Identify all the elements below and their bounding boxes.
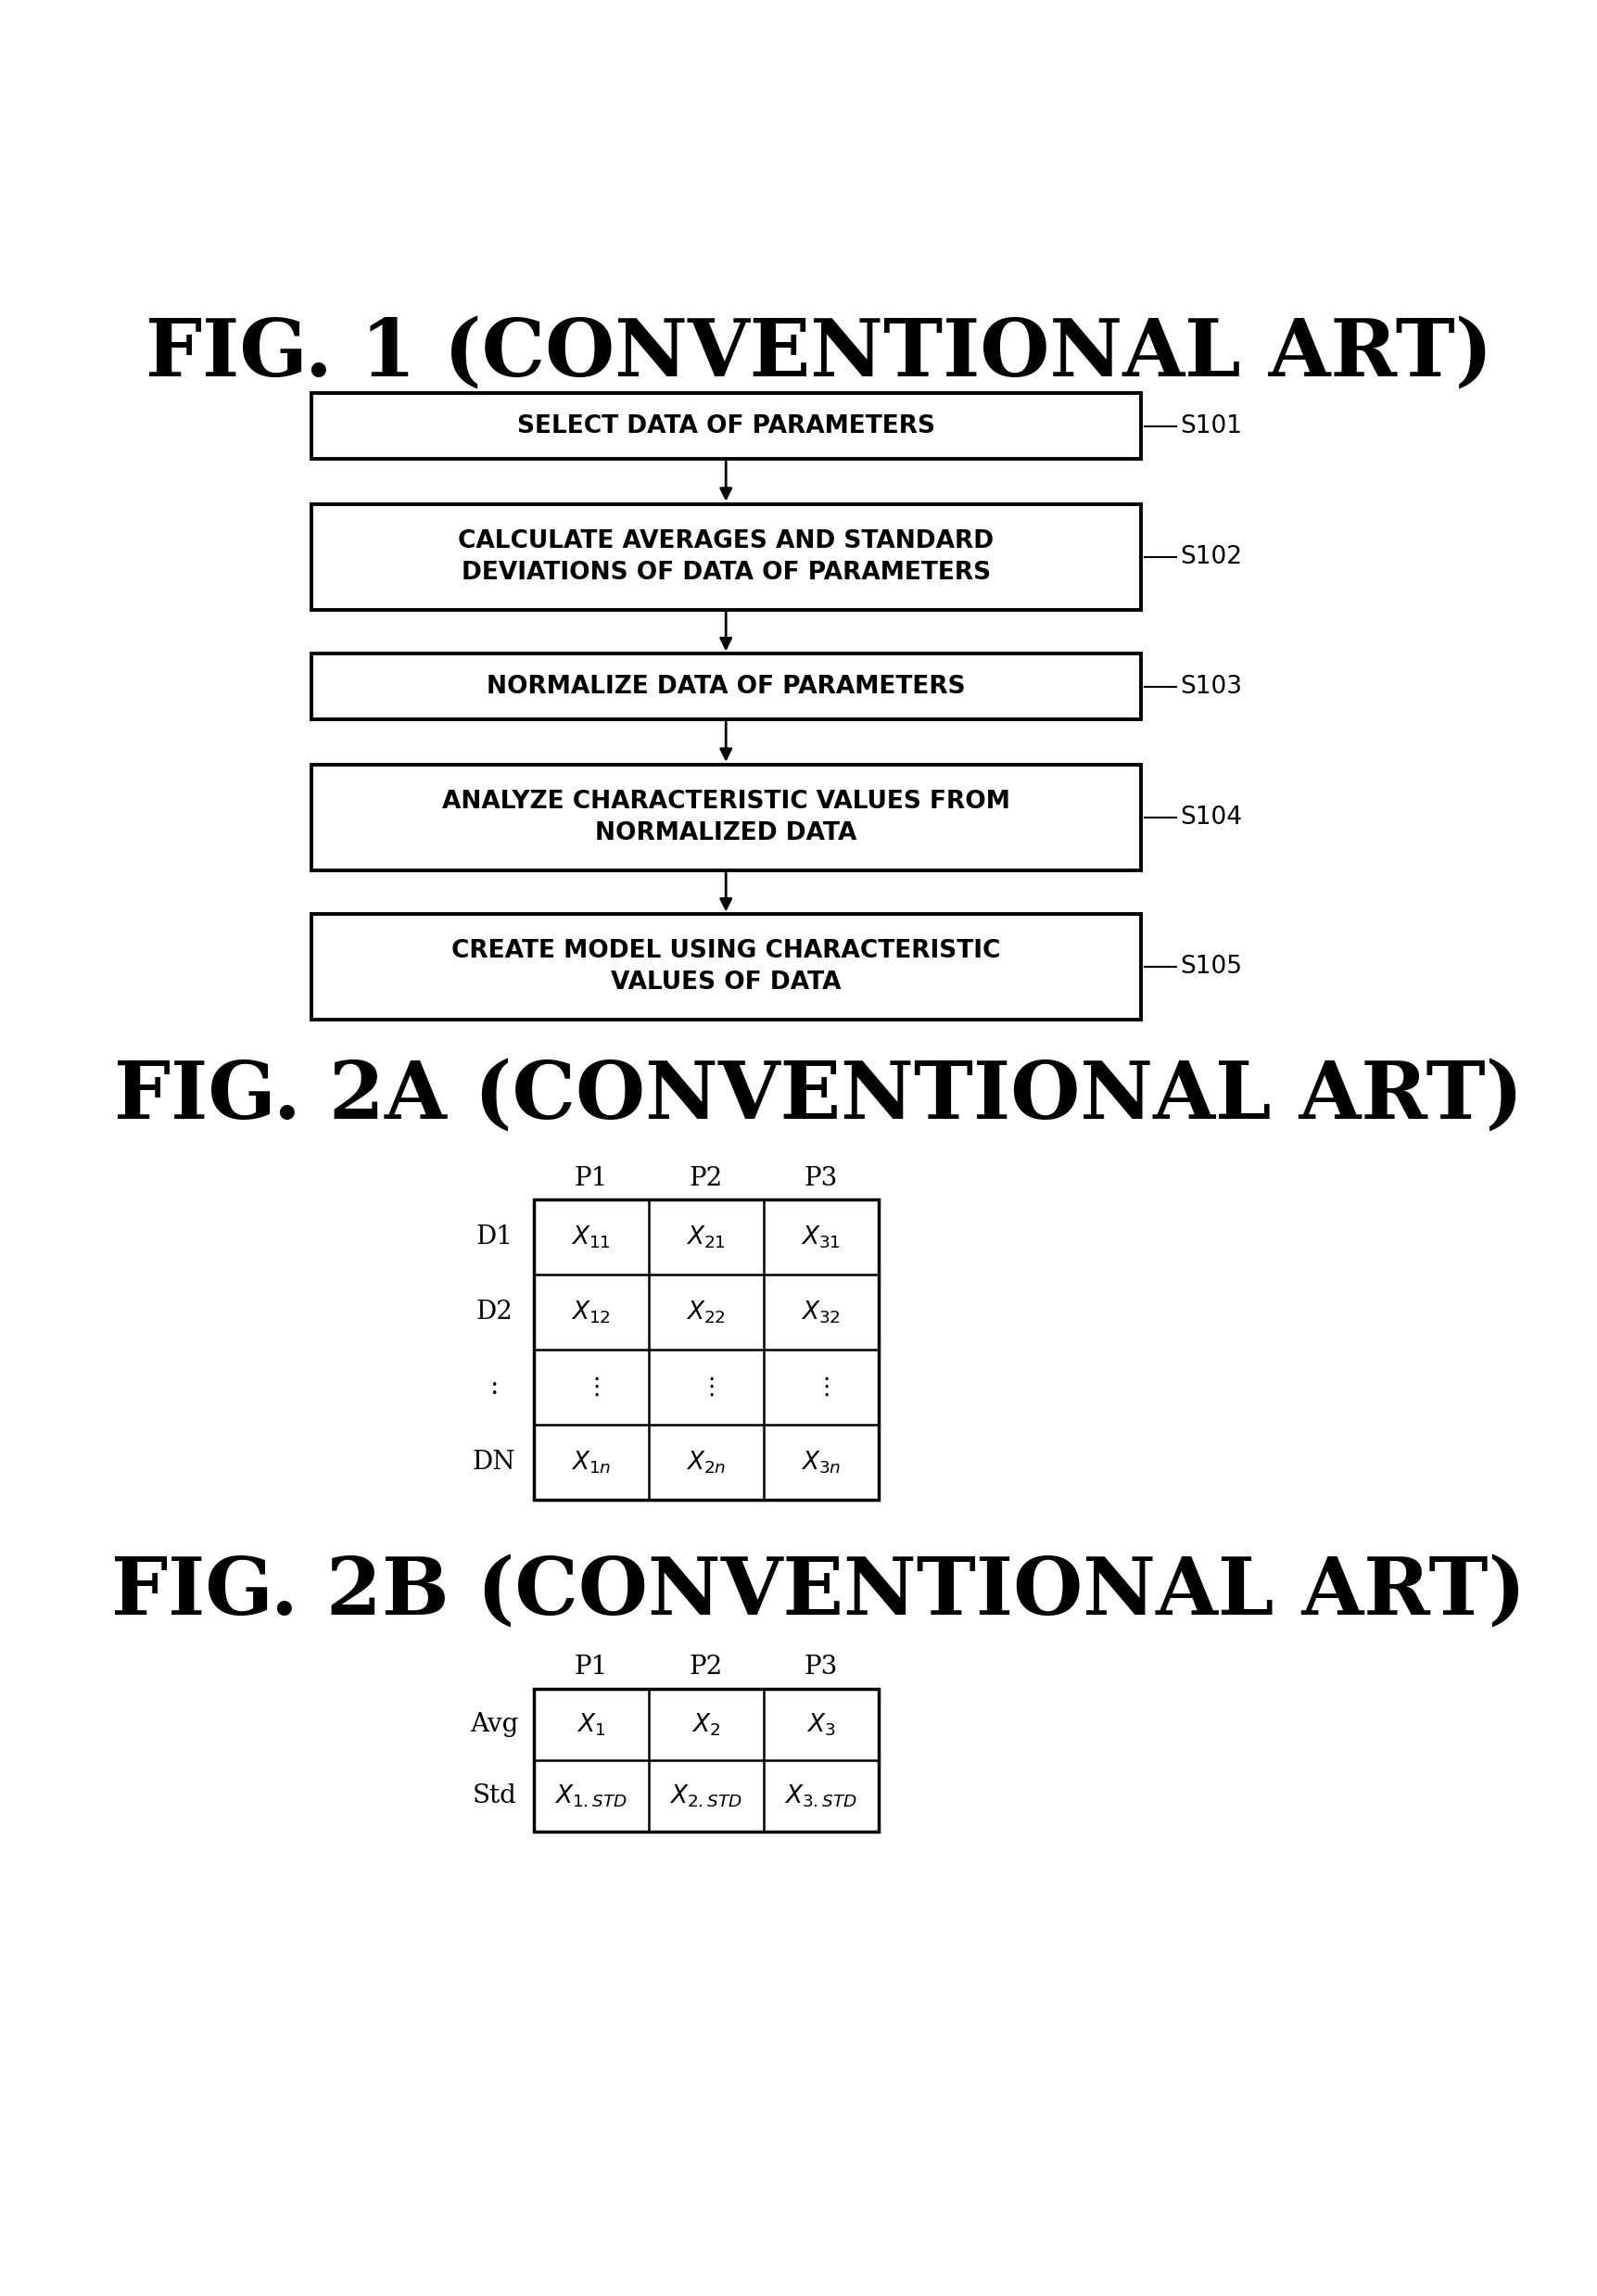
Text: P1: P1 [573, 1655, 608, 1681]
Text: $X_{21}$: $X_{21}$ [685, 1224, 725, 1251]
Text: S104: S104 [1180, 806, 1241, 829]
Text: DN: DN [473, 1449, 516, 1474]
Text: FIG. 2B (CONVENTIONAL ART): FIG. 2B (CONVENTIONAL ART) [112, 1552, 1525, 1630]
Bar [311, 393, 1140, 459]
Text: $X_{32}$: $X_{32}$ [800, 1300, 840, 1325]
Text: $X_{2n}$: $X_{2n}$ [685, 1449, 727, 1476]
Text: P3: P3 [803, 1166, 837, 1192]
Bar [533, 1201, 878, 1499]
Bar [533, 1690, 878, 1832]
Text: D2: D2 [476, 1300, 513, 1325]
Text: $X_{12}$: $X_{12}$ [572, 1300, 610, 1325]
Text: $X_{31}$: $X_{31}$ [800, 1224, 840, 1251]
Text: P3: P3 [803, 1655, 837, 1681]
Bar [311, 914, 1140, 1019]
Text: FIG. 2A (CONVENTIONAL ART): FIG. 2A (CONVENTIONAL ART) [115, 1056, 1522, 1134]
Text: $X_1$: $X_1$ [577, 1711, 605, 1738]
Text: $\vdots$: $\vdots$ [698, 1375, 714, 1398]
Text: :: : [490, 1375, 498, 1401]
Text: CREATE MODEL USING CHARACTERISTIC
VALUES OF DATA: CREATE MODEL USING CHARACTERISTIC VALUES… [450, 939, 1000, 994]
Bar [311, 654, 1140, 719]
Text: $X_{22}$: $X_{22}$ [685, 1300, 725, 1325]
Text: $\vdots$: $\vdots$ [813, 1375, 829, 1398]
Bar [311, 503, 1140, 608]
Text: $X_{3.STD}$: $X_{3.STD}$ [784, 1782, 858, 1809]
Text: D1: D1 [476, 1224, 513, 1249]
Text: $X_2$: $X_2$ [692, 1711, 720, 1738]
Text: S105: S105 [1180, 955, 1241, 978]
Text: $X_3$: $X_3$ [806, 1711, 835, 1738]
Text: $X_{11}$: $X_{11}$ [572, 1224, 610, 1251]
Text: Avg: Avg [470, 1713, 517, 1736]
Bar [311, 765, 1140, 870]
Text: FIG. 1 (CONVENTIONAL ART): FIG. 1 (CONVENTIONAL ART) [145, 315, 1492, 393]
Text: S101: S101 [1180, 413, 1241, 439]
Text: ANALYZE CHARACTERISTIC VALUES FROM
NORMALIZED DATA: ANALYZE CHARACTERISTIC VALUES FROM NORMA… [442, 790, 1009, 845]
Text: NORMALIZE DATA OF PARAMETERS: NORMALIZE DATA OF PARAMETERS [485, 675, 965, 698]
Text: S103: S103 [1180, 675, 1241, 698]
Text: $\vdots$: $\vdots$ [583, 1375, 599, 1398]
Text: $X_{1.STD}$: $X_{1.STD}$ [554, 1782, 628, 1809]
Text: P2: P2 [688, 1166, 722, 1192]
Text: Std: Std [471, 1784, 516, 1809]
Text: P1: P1 [573, 1166, 608, 1192]
Text: $X_{2.STD}$: $X_{2.STD}$ [669, 1782, 743, 1809]
Text: SELECT DATA OF PARAMETERS: SELECT DATA OF PARAMETERS [516, 413, 934, 439]
Text: P2: P2 [688, 1655, 722, 1681]
Text: S102: S102 [1180, 544, 1241, 569]
Text: $X_{1n}$: $X_{1n}$ [570, 1449, 612, 1476]
Text: $X_{3n}$: $X_{3n}$ [800, 1449, 840, 1476]
Text: CALCULATE AVERAGES AND STANDARD
DEVIATIONS OF DATA OF PARAMETERS: CALCULATE AVERAGES AND STANDARD DEVIATIO… [458, 528, 993, 585]
